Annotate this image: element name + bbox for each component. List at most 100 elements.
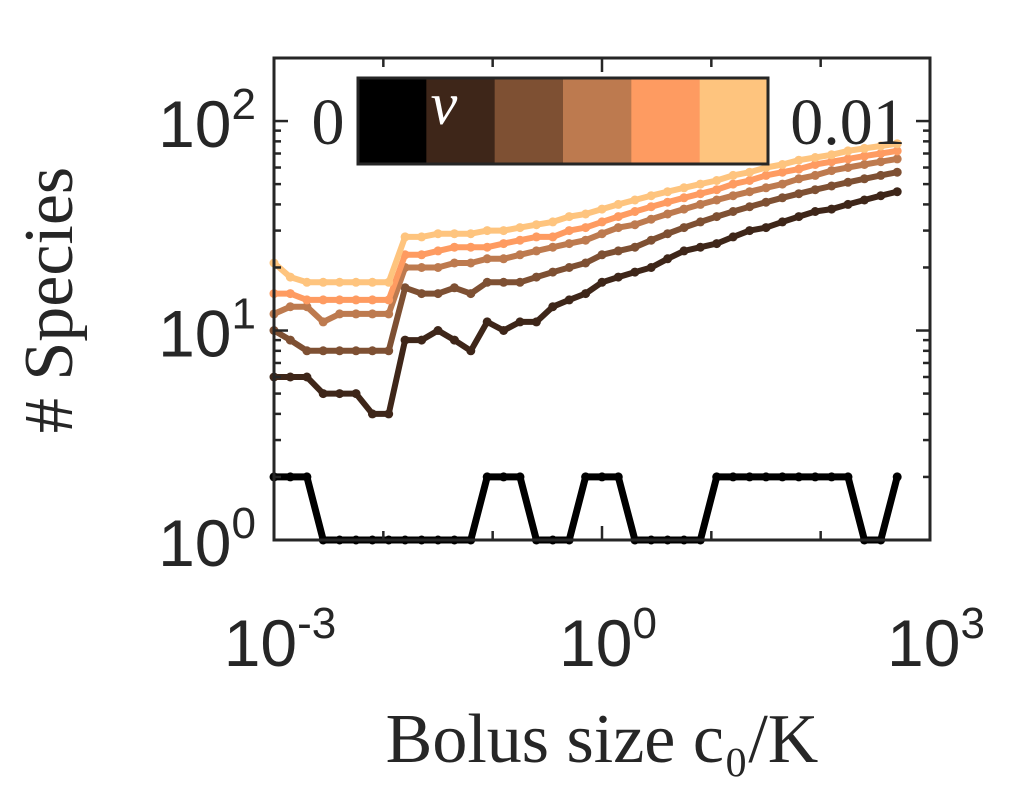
series-4-point	[646, 202, 656, 212]
series-4-point	[433, 246, 443, 256]
series-5-point	[745, 167, 755, 177]
series-4-point	[499, 239, 509, 249]
series-1-point	[449, 335, 459, 345]
series-4-point	[531, 232, 541, 242]
series-4-point	[876, 149, 886, 158]
series-1-point	[433, 326, 443, 335]
series-1-point	[302, 372, 312, 382]
series-1-point	[466, 346, 476, 356]
series-2-point	[367, 346, 377, 356]
series-1-point	[384, 409, 394, 419]
x-axis-label: Bolus size c₀/K	[386, 701, 819, 778]
series-5-point	[482, 226, 492, 236]
series-2-point	[351, 346, 361, 356]
series-4-point	[351, 295, 361, 305]
series-2-point	[564, 263, 574, 272]
colorbar-frame	[356, 76, 770, 166]
series-1-point	[745, 226, 755, 236]
series-1-point	[859, 195, 869, 205]
series-3-point	[499, 254, 509, 264]
series-1-point	[663, 254, 673, 264]
colorbar-swatch	[699, 78, 769, 164]
series-5-point	[302, 277, 312, 287]
series-4-point	[695, 189, 705, 199]
series-2-point	[384, 346, 394, 356]
colorbar-nu-label: ν	[431, 71, 458, 137]
series-2-point	[613, 246, 623, 256]
series-2-point	[679, 223, 689, 233]
series-0-point	[794, 472, 804, 482]
series-3-point	[318, 317, 328, 327]
series-3-point	[433, 263, 443, 272]
series-4-point	[892, 146, 902, 156]
series-0-point	[827, 472, 837, 482]
series-5-point	[531, 220, 541, 230]
colorbar-swatch	[631, 78, 701, 164]
series-5-point	[630, 195, 640, 205]
series-2-point	[433, 289, 443, 299]
series-1-point	[515, 317, 525, 327]
series-2-point	[548, 267, 558, 277]
series-5-point	[433, 229, 443, 239]
series-1-point	[695, 242, 705, 252]
series-4-point	[810, 160, 820, 169]
series-2-point	[777, 193, 787, 203]
series-4-point	[515, 235, 525, 245]
series-5-point	[843, 146, 853, 156]
series-0-point	[613, 472, 623, 482]
series-2-point	[302, 346, 312, 356]
series-5-point	[712, 176, 722, 185]
series-5-point	[695, 179, 705, 189]
series-2-point	[466, 289, 476, 299]
series-4-point	[285, 289, 295, 299]
series-2-point	[876, 170, 886, 180]
tick-labels: 10-3 100 103 100 101 102	[158, 80, 985, 680]
series-2-point	[810, 185, 820, 195]
series-0-point	[515, 472, 525, 482]
series-3-point	[728, 191, 738, 201]
series-4-point	[745, 176, 755, 185]
series-1-point	[892, 187, 902, 197]
series-1-point	[351, 389, 361, 399]
series-4-point	[581, 223, 591, 233]
series-1-point	[597, 277, 607, 287]
series-2-point	[859, 174, 869, 184]
series-0-point	[302, 472, 312, 482]
series-3-point	[482, 254, 492, 264]
tick-marks	[272, 56, 932, 542]
series-3-point	[827, 166, 837, 176]
series-1-point	[777, 217, 787, 227]
series-2-point	[318, 346, 328, 356]
series-3-point	[449, 258, 459, 268]
series-4-point	[843, 154, 853, 164]
series-1-point	[827, 204, 837, 214]
series-0-point	[810, 472, 820, 482]
series-1-point	[728, 232, 738, 242]
series-5-point	[613, 199, 623, 209]
series-4-point	[384, 295, 394, 305]
series-2-point	[285, 335, 295, 345]
series-1-point	[810, 207, 820, 216]
series-5-point	[827, 150, 837, 160]
series-5-point	[810, 153, 820, 162]
series-0-point	[285, 472, 295, 482]
colorbar-swatch	[494, 78, 564, 164]
series-3-point	[695, 199, 705, 209]
series-1-point	[335, 389, 345, 399]
series-3-point	[613, 223, 623, 233]
series-5-point	[515, 223, 525, 233]
series-5-point	[728, 170, 738, 180]
series-1-point	[794, 212, 804, 222]
series-2-point	[745, 202, 755, 212]
series-2-point	[515, 277, 525, 287]
series-5-point	[597, 204, 607, 214]
series-4-point	[859, 151, 869, 161]
series-4-point	[400, 250, 410, 260]
series-layer	[269, 139, 902, 545]
series-3-point	[351, 309, 361, 319]
series-5-point	[400, 232, 410, 242]
colorbar	[356, 76, 770, 166]
series-3-point	[777, 179, 787, 189]
series-3-point	[679, 204, 689, 214]
